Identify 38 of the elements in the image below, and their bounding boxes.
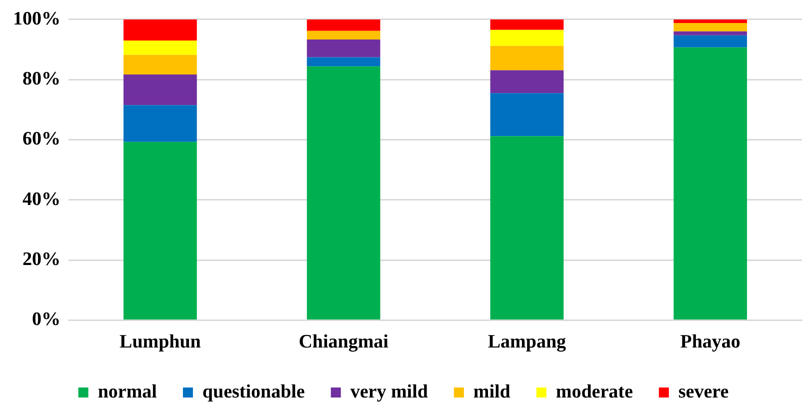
bar — [124, 105, 197, 142]
y-tick-label: 40% — [22, 188, 60, 210]
legend-label: moderate — [556, 381, 633, 402]
bar — [306, 66, 380, 320]
x-tick-label: Phayao — [680, 332, 740, 353]
y-tick-label: 20% — [22, 248, 60, 270]
bar — [674, 19, 747, 24]
bar — [490, 70, 564, 94]
bar — [124, 74, 197, 106]
legend-label: mild — [473, 381, 511, 402]
bar — [306, 19, 380, 31]
bar — [490, 19, 564, 30]
bar — [490, 136, 564, 320]
bar — [124, 54, 197, 74]
bar — [490, 46, 564, 70]
y-tick-label: 0% — [32, 309, 60, 330]
bar — [490, 30, 564, 46]
x-tick-label: Lumphun — [120, 332, 202, 353]
legend-label: questionable — [202, 381, 305, 402]
y-tick-label: 100% — [13, 8, 60, 30]
x-tick-label: Chiangmai — [298, 332, 388, 353]
bar — [674, 23, 747, 32]
bar — [124, 40, 197, 55]
y-tick-label: 60% — [22, 128, 60, 150]
bar — [490, 93, 564, 136]
legend-label: normal — [98, 381, 157, 402]
bar — [306, 30, 380, 40]
bar — [306, 57, 380, 66]
bar — [674, 35, 747, 48]
legend-label: very mild — [350, 381, 428, 402]
y-tick-label: 80% — [22, 68, 60, 90]
bar — [124, 142, 197, 320]
x-tick-label: Lampang — [488, 332, 566, 353]
legend-label: severe — [678, 381, 729, 402]
bar — [674, 31, 747, 36]
bar — [306, 40, 380, 58]
bar — [124, 19, 197, 40]
bar — [674, 47, 747, 320]
